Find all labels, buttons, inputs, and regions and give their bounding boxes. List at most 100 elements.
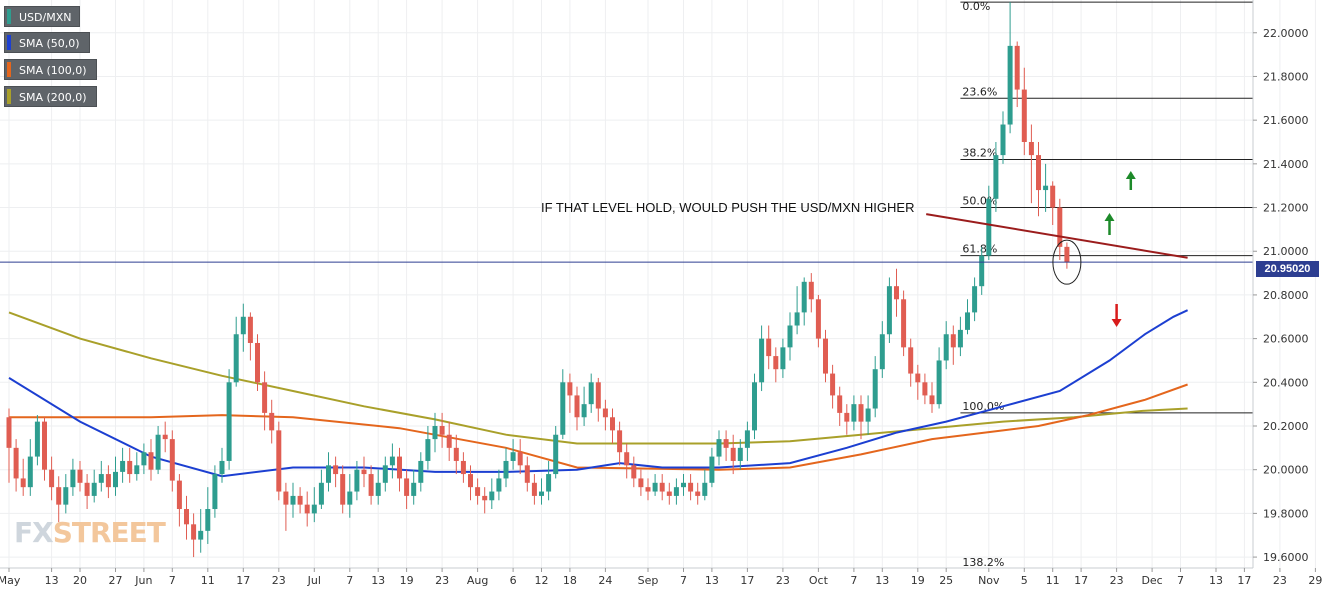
candle	[595, 377, 601, 422]
candle-body	[993, 155, 999, 199]
candle-body	[539, 491, 544, 496]
candle	[247, 312, 253, 361]
legend-sma50[interactable]: SMA (50,0)	[4, 32, 90, 53]
candle	[77, 460, 83, 492]
candle-body	[120, 460, 126, 472]
y-tick-label: 20.6000	[1263, 333, 1309, 346]
candle	[1000, 111, 1006, 164]
x-tick-label: Sep	[638, 574, 659, 587]
candle	[737, 439, 743, 470]
candle	[105, 465, 111, 499]
legend-sma200[interactable]: SMA (200,0)	[4, 86, 97, 107]
candle	[439, 412, 445, 448]
candle-body	[546, 474, 552, 492]
candle	[567, 373, 573, 413]
candle-body	[957, 329, 963, 348]
candle	[709, 447, 715, 488]
candle-body	[872, 369, 878, 409]
candle-body	[98, 474, 104, 483]
sma200-swatch	[7, 89, 11, 104]
candle-body	[780, 347, 786, 370]
candle	[482, 487, 488, 514]
x-tick-label: Jul	[307, 574, 321, 587]
fibonacci-levels: 0.0%23.6%38.2%50.0%61.8%100.0%138.2%	[960, 0, 1253, 569]
x-tick-label: 13	[45, 574, 59, 587]
candle-body	[709, 456, 715, 483]
candle-body	[787, 325, 793, 348]
candle-body	[333, 465, 339, 475]
candle	[894, 268, 899, 317]
candle	[950, 325, 956, 365]
highlight-circle	[1052, 239, 1082, 285]
candle	[489, 478, 495, 510]
candle-body	[1000, 124, 1006, 156]
candle-body	[311, 504, 317, 514]
candle-body	[432, 426, 438, 440]
candle	[936, 347, 942, 409]
candle	[815, 294, 821, 348]
fib-label: 61.8%	[962, 243, 997, 256]
candle	[539, 478, 544, 505]
candle	[212, 465, 218, 518]
candle-body	[482, 495, 488, 501]
candle	[169, 430, 175, 492]
x-tick-label: Oct	[809, 574, 829, 587]
candle-body	[1007, 45, 1013, 125]
candle-body	[27, 456, 33, 488]
x-tick-label: 7	[850, 574, 857, 587]
candle	[666, 482, 672, 505]
candle-body	[1050, 185, 1056, 208]
x-tick-label: 13	[705, 574, 719, 587]
candle-body	[340, 474, 346, 505]
fib-label: 50.0%	[962, 195, 997, 208]
candle-body	[326, 465, 331, 483]
candle-body	[70, 469, 76, 488]
candle-body	[808, 281, 814, 300]
candle	[588, 373, 594, 413]
candle	[560, 369, 566, 440]
candle-body	[1064, 246, 1070, 263]
fxstreet-watermark: FXSTREET	[14, 516, 166, 549]
candle	[638, 469, 644, 496]
candle	[1036, 142, 1041, 217]
candle-body	[233, 334, 239, 383]
candle-body	[468, 474, 473, 488]
candle-body	[716, 439, 722, 457]
candle	[631, 456, 637, 488]
candle	[276, 421, 282, 501]
candle-body	[6, 417, 12, 448]
watermark-fx: FX	[14, 516, 54, 549]
candle	[546, 460, 552, 501]
candle-body	[42, 421, 47, 470]
legend-sma100[interactable]: SMA (100,0)	[4, 59, 97, 80]
candle-body	[162, 434, 168, 440]
y-tick-label: 20.4000	[1263, 376, 1309, 389]
candle	[979, 246, 985, 295]
candle	[198, 509, 204, 553]
candle-body	[737, 447, 743, 461]
candle-body	[169, 439, 175, 481]
candle	[34, 415, 40, 466]
x-tick-label: 23	[272, 574, 286, 587]
candle-body	[155, 434, 161, 470]
candle-body	[858, 404, 864, 422]
candle-body	[1028, 142, 1034, 156]
x-tick-label: 23	[1110, 574, 1124, 587]
candle-body	[397, 456, 402, 479]
fib-label: 23.6%	[962, 85, 997, 98]
legend-symbol[interactable]: USD/MXN	[4, 6, 80, 27]
candle-body	[759, 338, 765, 383]
candle	[1050, 181, 1056, 226]
candle	[794, 286, 800, 335]
candle-body	[631, 465, 637, 479]
candle-body	[460, 460, 466, 475]
candle	[1021, 67, 1027, 156]
candle	[808, 273, 814, 313]
y-tick-label: 19.8000	[1263, 507, 1309, 520]
candle-body	[510, 452, 516, 461]
candle	[510, 439, 516, 470]
candle-body	[965, 312, 970, 330]
candle-body	[610, 417, 615, 431]
